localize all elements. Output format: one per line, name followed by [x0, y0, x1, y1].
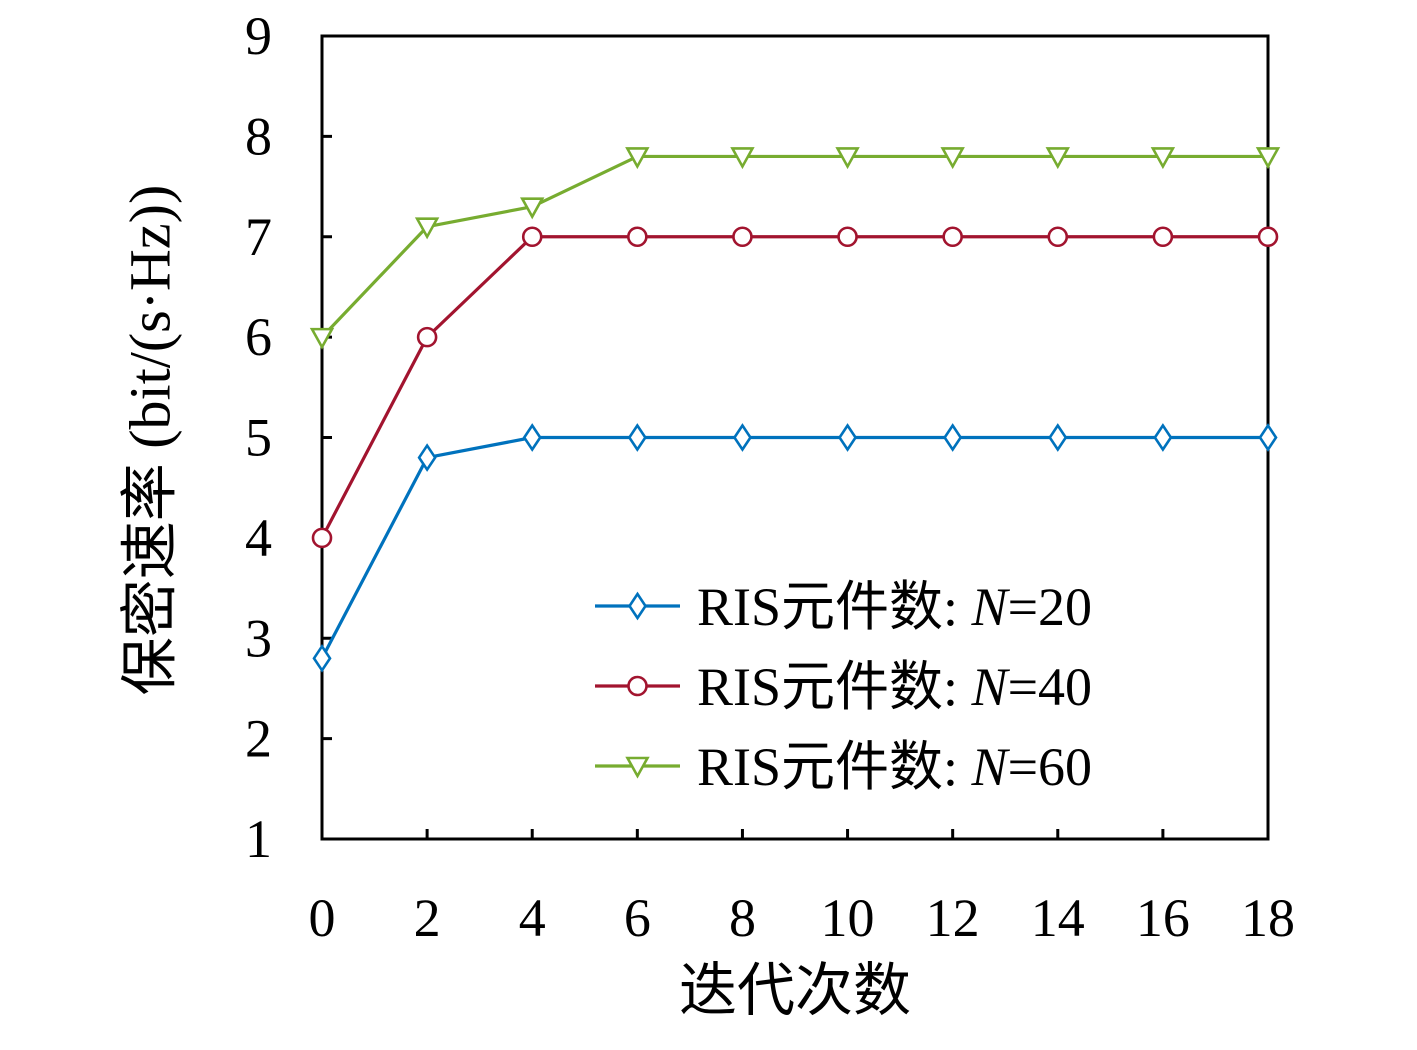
series-3 — [309, 147, 1281, 350]
y-tick-label: 6 — [245, 307, 272, 367]
y-tick-label: 9 — [245, 6, 272, 66]
series-3-point — [309, 327, 335, 350]
x-tick-label: 6 — [624, 888, 651, 948]
series-3-point — [730, 147, 755, 170]
series-2-point — [521, 226, 543, 248]
series-2-point — [311, 527, 333, 549]
x-tick-label: 8 — [729, 888, 756, 948]
x-tick-label: 10 — [821, 888, 875, 948]
series-3-point — [940, 147, 965, 170]
y-tick-label: 5 — [245, 408, 272, 468]
series-2-point — [627, 226, 648, 248]
series-1 — [312, 423, 1278, 673]
x-tick-label: 2 — [414, 888, 441, 948]
series-2-line — [320, 235, 1268, 539]
legend-label: RIS元件数: N=20 — [697, 577, 1092, 637]
x-tick-label: 4 — [519, 888, 546, 948]
series-2-point — [1047, 226, 1069, 248]
series-3-point — [1255, 147, 1281, 170]
legend-entry-2: RIS元件数: N=40 — [595, 657, 1092, 717]
y-axis-label: 保密速率 (bit/(s·Hz)) — [118, 185, 183, 696]
legend-label: RIS元件数: N=40 — [697, 657, 1092, 717]
legend-entry-3: RIS元件数: N=60 — [595, 737, 1092, 797]
x-tick-label: 12 — [926, 888, 980, 948]
series-1-point — [417, 443, 437, 472]
series-2-point — [837, 226, 858, 248]
series-3-point — [625, 147, 650, 170]
y-tick-label: 3 — [245, 608, 272, 668]
legend-swatch-marker — [627, 675, 648, 697]
series-1-point — [627, 423, 647, 452]
x-tick-label: 14 — [1031, 888, 1085, 948]
x-tick-label: 16 — [1136, 888, 1190, 948]
series-layer — [309, 147, 1281, 673]
series-1-point — [312, 643, 332, 673]
series-1-point — [837, 423, 858, 452]
series-3-point — [1150, 147, 1176, 170]
series-1-point — [732, 423, 753, 452]
series-2 — [311, 226, 1279, 549]
y-tick-label: 2 — [245, 709, 272, 769]
series-1-point — [1258, 423, 1278, 452]
series-1-line — [320, 435, 1268, 660]
x-tick-label: 0 — [309, 888, 336, 948]
legend-swatch-marker — [627, 591, 648, 621]
series-1-point — [1153, 423, 1173, 452]
series-2-point — [942, 226, 963, 248]
legend-swatch-marker — [625, 756, 650, 779]
series-2-point — [1152, 226, 1174, 248]
legend-entry-1: RIS元件数: N=20 — [595, 577, 1092, 637]
x-axis-label: 迭代次数 — [679, 958, 911, 1023]
y-tick-label: 4 — [245, 508, 272, 568]
x-tick-label: 18 — [1241, 888, 1295, 948]
series-3-point — [1045, 147, 1070, 170]
series-2-point — [732, 226, 753, 248]
series-1-point — [943, 423, 963, 452]
y-tick-label: 7 — [245, 207, 272, 267]
y-tick-label: 8 — [245, 106, 272, 166]
series-2-point — [1257, 226, 1279, 248]
series-3-point — [414, 217, 440, 240]
series-3-point — [520, 197, 545, 220]
series-1-point — [522, 423, 542, 452]
y-tick-label: 1 — [245, 809, 272, 869]
legend: RIS元件数: N=20 RIS元件数: N=40 RIS元件数: N=60 — [595, 577, 1092, 797]
series-2-point — [416, 326, 438, 348]
series-3-point — [835, 147, 860, 170]
series-1-point — [1048, 423, 1068, 452]
series-3-line — [320, 154, 1268, 339]
legend-label: RIS元件数: N=60 — [697, 737, 1092, 797]
